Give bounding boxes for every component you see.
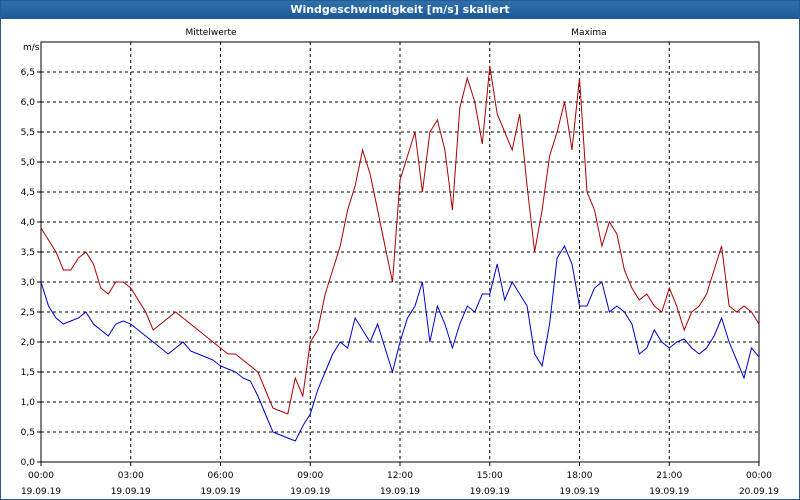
y-tick-label: 3,5 <box>21 248 35 258</box>
x-tick-time: 00:00 <box>746 471 772 481</box>
y-tick-label: 6,0 <box>21 98 36 108</box>
x-tick-time: 09:00 <box>297 471 323 481</box>
y-tick-label: 6,5 <box>21 68 35 78</box>
x-tick-date: 19.09.19 <box>21 487 61 497</box>
y-tick-label: 2,5 <box>21 308 35 318</box>
y-axis-label: m/s <box>23 43 40 53</box>
x-tick-date: 19.09.19 <box>290 487 330 497</box>
x-tick-time: 15:00 <box>477 471 503 481</box>
x-tick-time: 06:00 <box>208 471 234 481</box>
y-tick-label: 3,0 <box>21 278 36 288</box>
x-tick-date: 19.09.19 <box>380 487 420 497</box>
x-tick-date: 19.09.19 <box>559 487 599 497</box>
series-lines <box>40 65 760 442</box>
x-axis-ticks: 00:00 19.09.19 03:00 19.09.19 06:00 19.09.19 0… <box>21 462 779 497</box>
y-tick-label: 4,5 <box>21 188 35 198</box>
y-axis-ticks: 0,0 0,5 1,0 1,5 2,0 2,5 3,0 3,5 4,0 4,5 5,0 5,5 6,0 6… <box>21 68 41 468</box>
x-tick-time: 18:00 <box>567 471 593 481</box>
x-tick-date: 19.09.19 <box>649 487 689 497</box>
wind-speed-chart: 0,0 0,5 1,0 1,5 2,0 2,5 3,0 3,5 4,0 4,5 5,0 5,5 6,0 6… <box>21 28 780 497</box>
x-tick-date: 19.09.19 <box>111 487 151 497</box>
x-tick-time: 00:00 <box>28 471 54 481</box>
legend-maxima: Maxima <box>571 28 606 38</box>
y-tick-label: 5,0 <box>21 158 36 168</box>
y-tick-label: 0,0 <box>21 458 36 468</box>
y-tick-label: 2,0 <box>21 338 36 348</box>
y-tick-label: 1,5 <box>21 368 35 378</box>
y-tick-label: 0,5 <box>21 428 35 438</box>
grid-lines <box>41 42 759 462</box>
y-tick-label: 4,0 <box>21 218 36 228</box>
series-line-maxima <box>40 65 760 415</box>
x-tick-time: 03:00 <box>118 471 144 481</box>
x-tick-time: 21:00 <box>656 471 682 481</box>
x-tick-date: 19.09.19 <box>470 487 510 497</box>
window-title: Windgeschwindigkeit [m/s] skaliert <box>1 1 799 19</box>
legend-mittelwerte: Mittelwerte <box>185 28 236 38</box>
series-line-mittelwerte <box>40 244 760 442</box>
x-tick-date: 20.09.19 <box>739 487 779 497</box>
y-tick-label: 5,5 <box>21 128 35 138</box>
y-tick-label: 1,0 <box>21 398 36 408</box>
x-tick-time: 12:00 <box>387 471 413 481</box>
x-tick-date: 19.09.19 <box>200 487 240 497</box>
